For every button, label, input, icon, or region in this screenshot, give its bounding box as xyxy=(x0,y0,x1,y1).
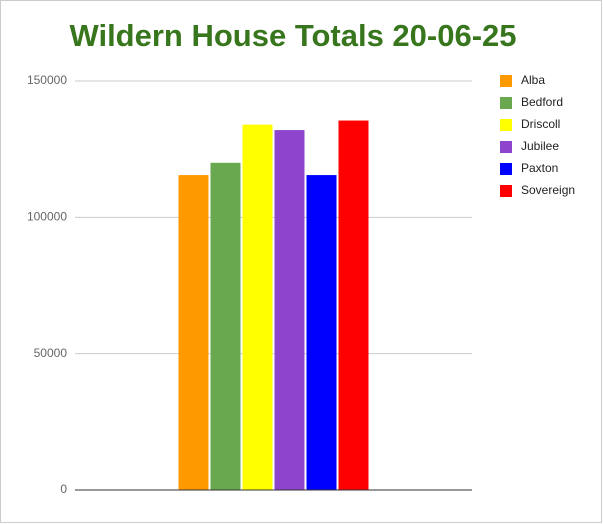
legend-label: Alba xyxy=(521,73,545,87)
legend-label: Jubilee xyxy=(521,139,559,153)
bar xyxy=(274,130,305,490)
y-tick-label: 150000 xyxy=(27,73,67,87)
legend-label: Sovereign xyxy=(521,183,575,197)
legend-label: Bedford xyxy=(521,95,563,109)
legend-swatch xyxy=(500,119,512,131)
legend-swatch xyxy=(500,163,512,175)
legend-label: Driscoll xyxy=(521,117,560,131)
bar xyxy=(338,120,369,490)
bar xyxy=(242,124,273,491)
chart-title: Wildern House Totals 20-06-25 xyxy=(69,18,516,53)
bar xyxy=(210,162,241,491)
legend-swatch xyxy=(500,75,512,87)
legend-swatch xyxy=(500,97,512,109)
legend-label: Paxton xyxy=(521,161,558,175)
bar xyxy=(178,175,209,490)
legend-swatch xyxy=(500,141,512,153)
y-tick-label: 0 xyxy=(60,482,67,496)
y-tick-label: 100000 xyxy=(27,210,67,224)
legend-swatch xyxy=(500,185,512,197)
bar xyxy=(306,175,337,490)
y-tick-label: 50000 xyxy=(34,346,68,360)
